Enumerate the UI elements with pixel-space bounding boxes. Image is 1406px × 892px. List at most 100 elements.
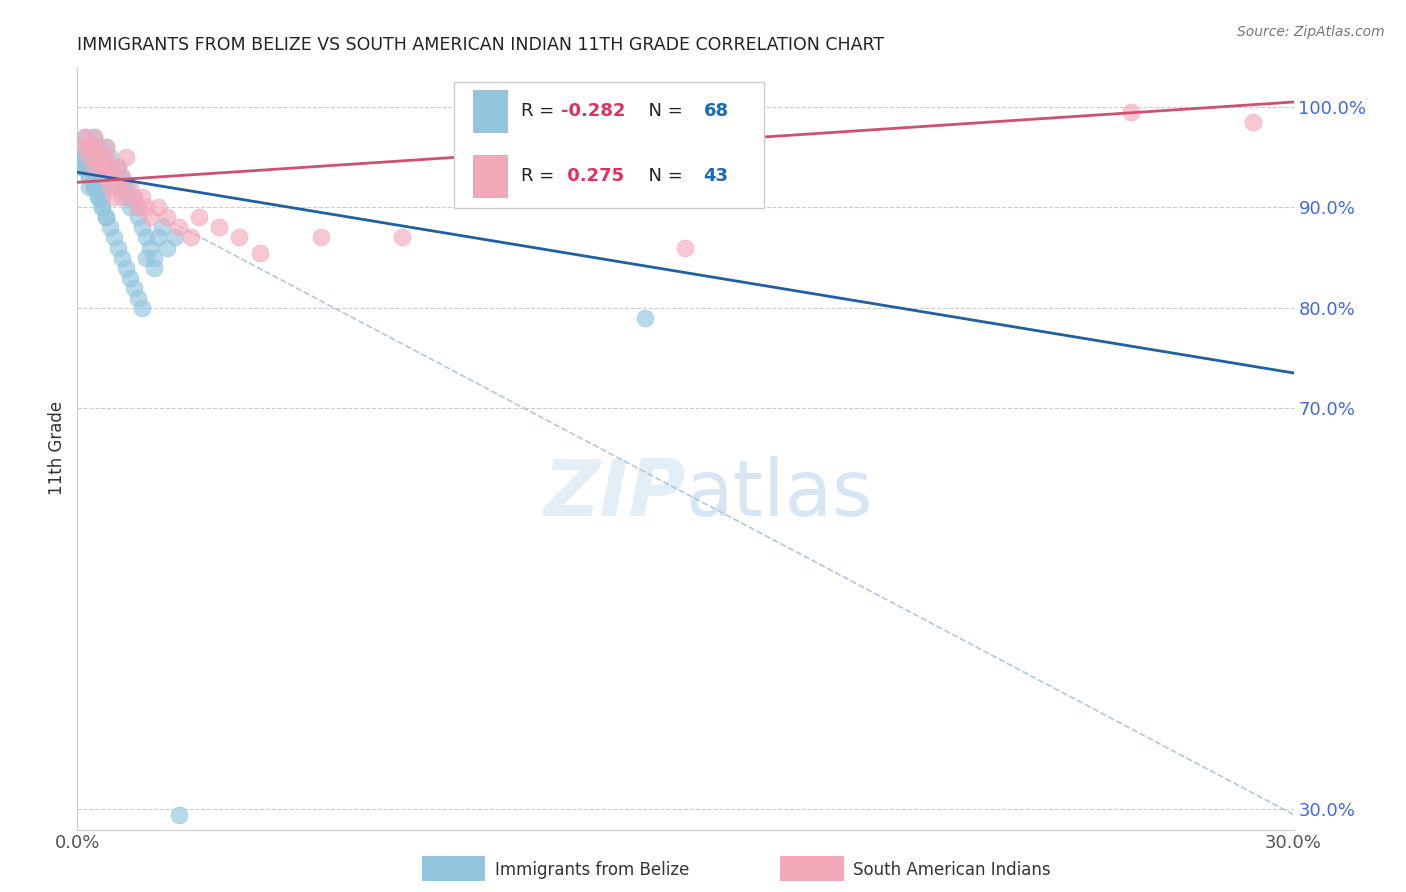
Point xyxy=(115,260,138,275)
Point xyxy=(86,150,108,164)
Point xyxy=(70,150,93,164)
Point xyxy=(309,230,332,244)
Point xyxy=(75,161,97,175)
Point xyxy=(86,190,108,204)
Point xyxy=(75,130,97,145)
Point xyxy=(83,161,105,175)
Point xyxy=(94,140,117,154)
Point xyxy=(127,201,149,215)
Point xyxy=(90,150,112,164)
Point xyxy=(155,240,177,255)
Point xyxy=(94,161,117,175)
Point xyxy=(103,190,125,204)
Text: South American Indians: South American Indians xyxy=(853,861,1052,879)
Point xyxy=(131,301,153,315)
Point xyxy=(103,230,125,244)
Point xyxy=(90,201,112,215)
Point xyxy=(208,220,231,235)
Point xyxy=(135,230,157,244)
Point xyxy=(83,170,105,185)
Point xyxy=(131,190,153,204)
Point xyxy=(94,150,117,164)
Point xyxy=(83,130,105,145)
Point xyxy=(188,211,211,225)
Point xyxy=(167,807,190,822)
Point xyxy=(103,170,125,185)
Point xyxy=(79,170,101,185)
Point xyxy=(1241,115,1264,129)
Point xyxy=(94,211,117,225)
Point xyxy=(90,190,112,204)
Point xyxy=(103,180,125,194)
Text: ZIP: ZIP xyxy=(543,456,686,532)
Text: -0.282: -0.282 xyxy=(561,102,626,120)
Text: N =: N = xyxy=(637,102,689,120)
Bar xyxy=(472,90,506,132)
Point xyxy=(86,150,108,164)
Text: R =: R = xyxy=(522,167,560,185)
Point xyxy=(118,190,141,204)
Point xyxy=(83,140,105,154)
Point xyxy=(90,161,112,175)
Point xyxy=(139,211,162,225)
Text: N =: N = xyxy=(637,167,689,185)
Point xyxy=(111,170,134,185)
Point xyxy=(107,170,129,185)
Point xyxy=(98,220,121,235)
Point xyxy=(98,180,121,194)
Point xyxy=(634,310,657,325)
Point xyxy=(86,190,108,204)
Point xyxy=(79,150,101,164)
Point xyxy=(90,161,112,175)
Point xyxy=(228,230,250,244)
Point xyxy=(107,180,129,194)
Point xyxy=(79,140,101,154)
Point xyxy=(79,170,101,185)
Point xyxy=(127,201,149,215)
Point xyxy=(70,140,93,154)
Point xyxy=(83,180,105,194)
Point xyxy=(122,190,145,204)
Point xyxy=(118,201,141,215)
Point xyxy=(94,170,117,185)
Point xyxy=(75,130,97,145)
Point xyxy=(94,170,117,185)
Point xyxy=(1121,105,1143,120)
Point xyxy=(593,130,616,145)
Text: 43: 43 xyxy=(703,167,728,185)
Point xyxy=(118,180,141,194)
Point xyxy=(98,150,121,164)
Point xyxy=(83,130,105,145)
Point xyxy=(79,161,101,175)
Point xyxy=(163,230,186,244)
Point xyxy=(75,140,97,154)
Bar xyxy=(472,154,506,196)
Point xyxy=(75,161,97,175)
Point xyxy=(79,140,101,154)
Point xyxy=(122,190,145,204)
Point xyxy=(83,150,105,164)
Point xyxy=(98,161,121,175)
Point xyxy=(115,150,138,164)
Point xyxy=(90,201,112,215)
Point xyxy=(75,150,97,164)
Point xyxy=(135,201,157,215)
Point xyxy=(86,150,108,164)
Point xyxy=(139,240,162,255)
Point xyxy=(90,161,112,175)
Point xyxy=(115,180,138,194)
Point xyxy=(79,180,101,194)
Text: 68: 68 xyxy=(703,102,728,120)
Point xyxy=(675,240,697,255)
Text: Source: ZipAtlas.com: Source: ZipAtlas.com xyxy=(1237,25,1385,39)
Point xyxy=(135,251,157,265)
Point xyxy=(94,211,117,225)
Point xyxy=(131,220,153,235)
Point xyxy=(115,190,138,204)
Text: IMMIGRANTS FROM BELIZE VS SOUTH AMERICAN INDIAN 11TH GRADE CORRELATION CHART: IMMIGRANTS FROM BELIZE VS SOUTH AMERICAN… xyxy=(77,37,884,54)
Point xyxy=(98,161,121,175)
Point xyxy=(155,211,177,225)
Text: 0.275: 0.275 xyxy=(561,167,624,185)
Y-axis label: 11th Grade: 11th Grade xyxy=(48,401,66,495)
Point xyxy=(107,161,129,175)
